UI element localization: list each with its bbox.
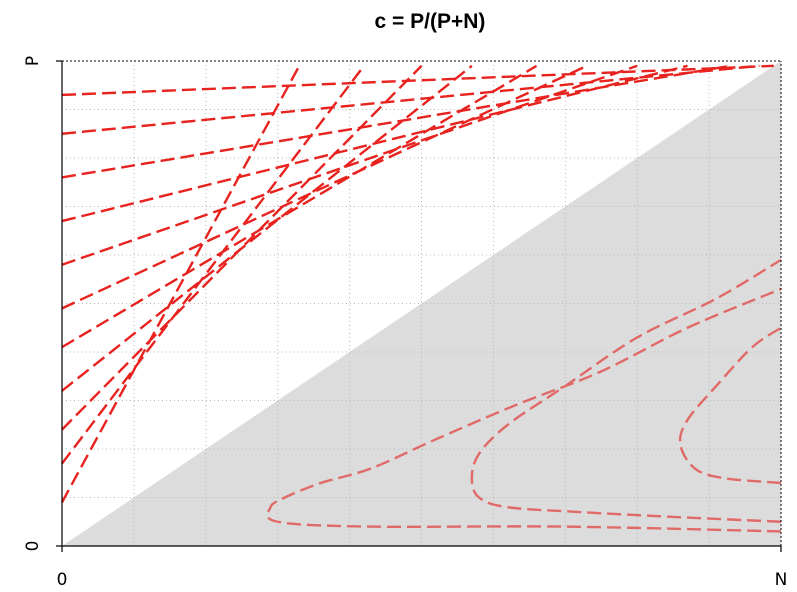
isoline-upper	[60, 65, 301, 503]
isolines	[60, 64, 782, 533]
isoline-upper	[61, 64, 760, 135]
x-tick-label-max: N	[775, 570, 788, 590]
y-tick-label-min: 0	[23, 541, 43, 552]
shaded-region-triangle	[62, 61, 781, 546]
isoline-upper	[61, 64, 588, 310]
isoline-upper	[61, 64, 538, 349]
isoline-lower	[470, 258, 782, 523]
isoline-upper	[61, 64, 473, 392]
isoline-upper	[61, 64, 638, 266]
grid	[62, 61, 781, 546]
isoline-lower	[678, 326, 782, 485]
isoline-lower	[266, 287, 782, 533]
isoline-upper	[61, 65, 365, 465]
chart-title: c = P/(P+N)	[375, 10, 486, 33]
x-tick-label-min: 0	[57, 570, 68, 590]
isoline-upper	[61, 64, 731, 179]
axes	[56, 60, 782, 552]
y-tick-label-max: P	[23, 56, 43, 66]
isoline-upper	[61, 64, 688, 223]
isoline-upper	[61, 64, 774, 97]
